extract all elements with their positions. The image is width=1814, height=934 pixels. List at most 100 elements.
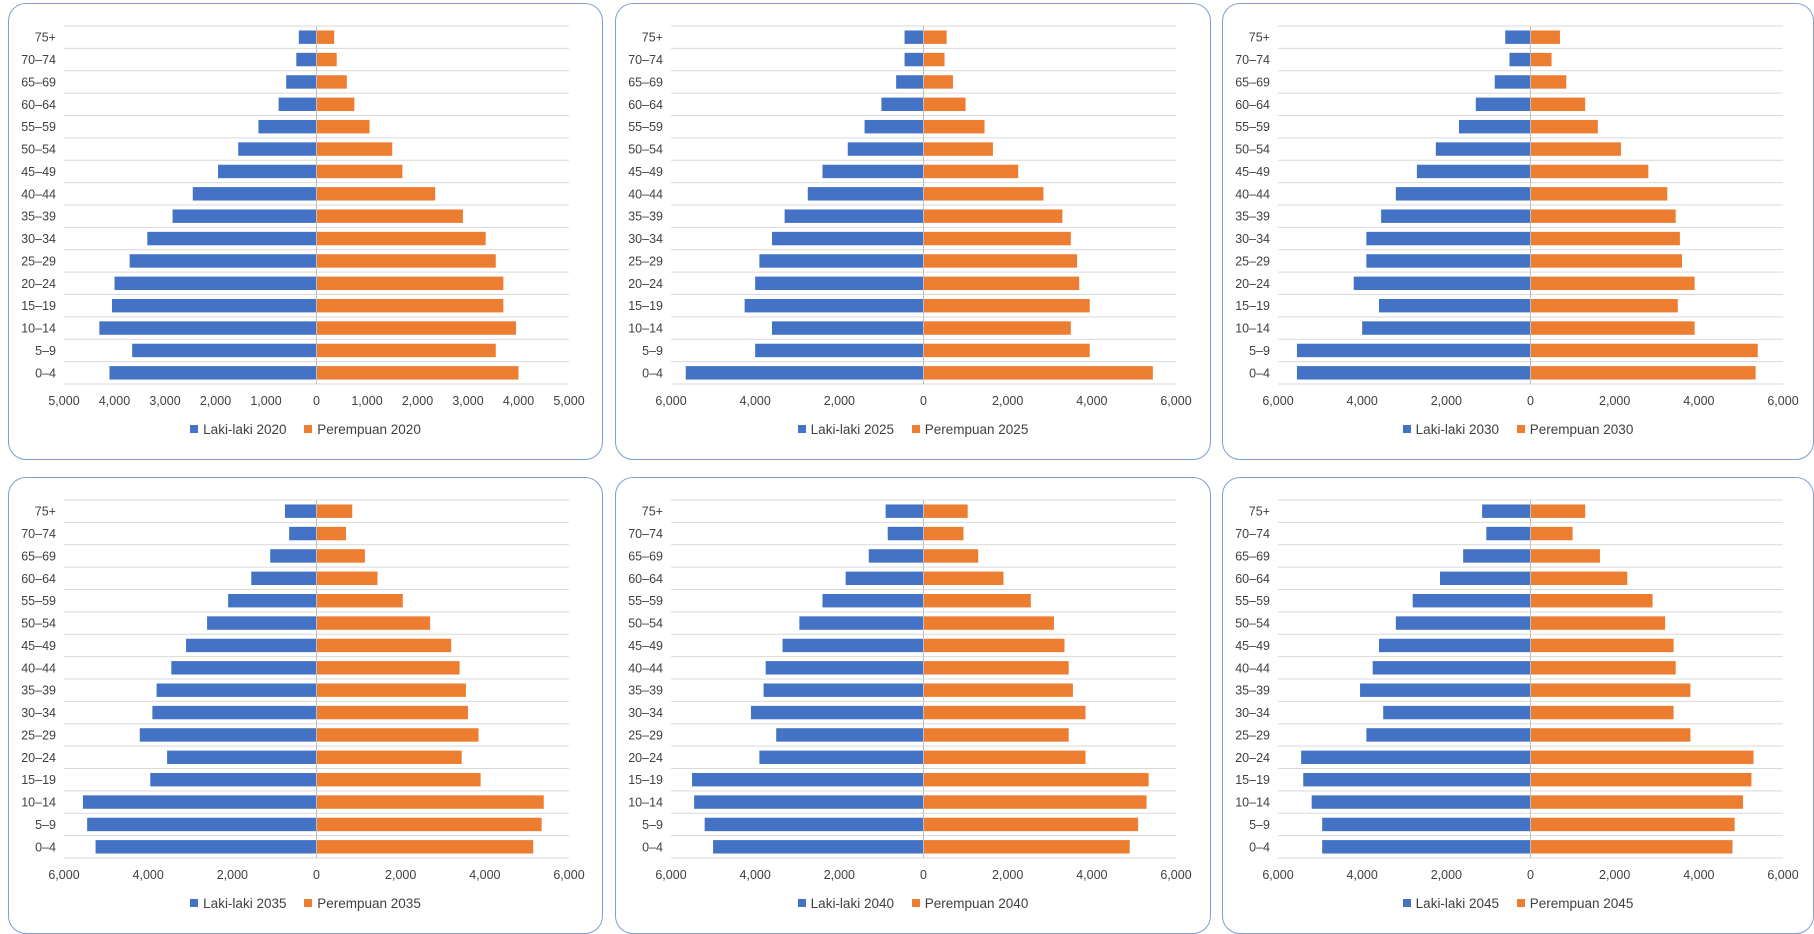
bar-male	[192, 187, 317, 201]
legend-item-female: Perempuan 2020	[304, 422, 421, 437]
x-tick-label: 0	[1527, 868, 1534, 882]
category-label: 75+	[642, 505, 663, 519]
bar-female	[1530, 661, 1676, 675]
category-label: 15–19	[628, 773, 663, 787]
category-label: 55–59	[21, 120, 56, 134]
bar-male	[172, 209, 317, 223]
legend-item-female: Perempuan 2030	[1516, 422, 1634, 437]
x-tick-label: 4,000	[1683, 394, 1714, 408]
bar-female	[316, 52, 337, 67]
bar-male	[111, 298, 317, 313]
bar-female	[923, 30, 947, 44]
bar-male	[286, 75, 317, 89]
legend-label-male: Laki-laki 2020	[203, 422, 287, 437]
bar-male	[1303, 772, 1531, 787]
x-tick-label: 4,000	[469, 868, 500, 882]
category-label: 30–34	[628, 706, 663, 720]
category-label: 40–44	[628, 187, 663, 201]
bar-male	[847, 142, 924, 156]
bar-male	[885, 504, 924, 518]
category-label: 55–59	[1235, 594, 1270, 608]
bar-female	[923, 661, 1069, 675]
category-label: 55–59	[628, 120, 663, 134]
bar-female	[316, 772, 481, 787]
category-label: 10–14	[21, 796, 56, 810]
female-swatch	[304, 425, 313, 433]
x-tick-label: 0	[313, 394, 320, 408]
category-label: 5–9	[1249, 818, 1270, 832]
bar-male	[1383, 705, 1531, 720]
x-tick-label: 0	[313, 868, 320, 882]
legend-item-male: Laki-laki 2045	[1402, 896, 1499, 911]
bar-male	[156, 683, 317, 697]
category-label: 70–74	[21, 527, 56, 541]
bar-male	[87, 817, 317, 832]
bar-female	[316, 231, 486, 246]
legend-label-female: Perempuan 2030	[1529, 422, 1634, 437]
bar-female	[1530, 231, 1680, 246]
category-label: 65–69	[1235, 549, 1270, 563]
bar-male	[1366, 231, 1531, 246]
bar-male	[109, 366, 317, 380]
category-label: 60–64	[628, 98, 663, 112]
population-pyramid-chart: 0–4 5–9 10–14 15–19 20–24 25–29 30–34 35–39 40–4…	[1222, 477, 1814, 934]
category-label: 65–69	[21, 549, 56, 563]
bar-female	[923, 164, 1019, 179]
bar-female	[923, 187, 1044, 201]
bar-male	[1322, 817, 1531, 832]
bar-female	[923, 119, 985, 134]
legend-label-female: Perempuan 2040	[924, 896, 1029, 911]
bar-male	[207, 616, 317, 630]
bar-female	[316, 321, 516, 335]
bar-female	[923, 683, 1073, 697]
x-tick-label: 0	[1527, 394, 1534, 408]
population-pyramid-chart: 0–4 5–9 10–14 15–19 20–24 25–29 30–34 35–39 40–4…	[1222, 3, 1814, 460]
chart-legend: Laki-laki 2035 Perempuan 2035	[9, 896, 602, 911]
bar-female	[923, 705, 1086, 720]
category-label: 45–49	[628, 639, 663, 653]
category-label: 20–24	[21, 751, 56, 765]
bar-female	[1530, 705, 1674, 720]
bar-male	[763, 683, 924, 697]
bar-male	[147, 231, 317, 246]
bar-female	[923, 142, 993, 156]
bar-female	[316, 549, 365, 563]
bar-female	[1530, 119, 1598, 134]
bar-male	[1475, 97, 1531, 112]
category-label: 5–9	[642, 818, 663, 832]
bar-male	[1494, 75, 1531, 89]
bar-female	[923, 75, 953, 89]
x-tick-label: 2,000	[992, 868, 1023, 882]
category-label: 0–4	[35, 366, 56, 380]
x-tick-label: 6,000	[1160, 868, 1191, 882]
category-label: 10–14	[628, 322, 663, 336]
bar-female	[316, 638, 452, 653]
bar-male	[845, 571, 924, 586]
chart-plot: 0–4 5–9 10–14 15–19 20–24 25–29 30–34 35–39 40–4…	[628, 499, 1192, 882]
category-label: 70–74	[1235, 527, 1270, 541]
bar-male	[114, 276, 317, 291]
category-label: 25–29	[628, 728, 663, 742]
bar-male	[1458, 119, 1531, 134]
category-label: 40–44	[628, 661, 663, 675]
bar-male	[784, 209, 924, 223]
legend-item-male: Laki-laki 2030	[1402, 422, 1499, 437]
x-tick-label: 5,000	[553, 394, 584, 408]
bar-male	[289, 526, 317, 541]
category-label: 15–19	[1235, 773, 1270, 787]
bar-female	[923, 504, 968, 518]
category-label: 5–9	[35, 344, 56, 358]
bar-male	[278, 97, 317, 112]
bar-female	[923, 549, 979, 563]
chart-plot: 0–4 5–9 10–14 15–19 20–24 25–29 30–34 35–39 40–4…	[628, 25, 1192, 408]
legend-label-male: Laki-laki 2045	[1415, 896, 1499, 911]
category-label: 70–74	[628, 53, 663, 67]
chart-legend: Laki-laki 2030 Perempuan 2030	[1223, 422, 1813, 437]
category-label: 50–54	[628, 143, 663, 157]
chart-legend: Laki-laki 2045 Perempuan 2045	[1223, 896, 1813, 911]
category-label: 65–69	[21, 75, 56, 89]
bar-male	[759, 254, 924, 268]
category-label: 50–54	[21, 617, 56, 631]
bar-male	[750, 705, 924, 720]
bar-female	[923, 526, 964, 541]
